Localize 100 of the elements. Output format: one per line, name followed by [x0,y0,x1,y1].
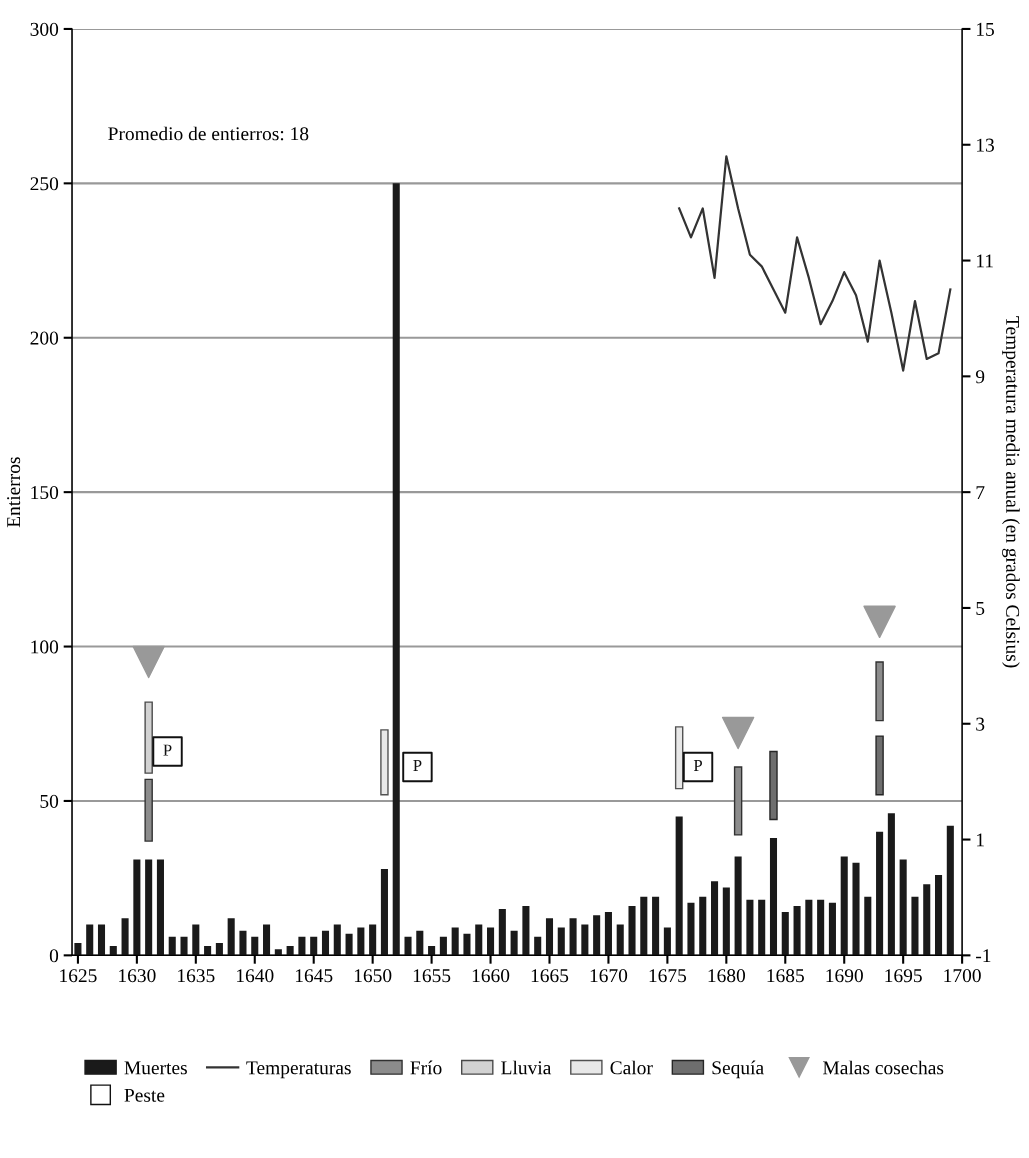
y-axis-title: Entierros [7,457,21,528]
bar [828,902,836,956]
bar [156,859,164,956]
x-tick-label: 1625 [60,969,97,983]
bar [498,909,506,956]
y-tick-label: 300 [30,22,59,36]
bar [628,905,636,956]
bar [392,183,400,956]
x-tick-label: 1635 [178,969,215,983]
x-tick-label: 1690 [826,969,863,983]
bar [215,943,223,956]
data-label: P [413,760,422,771]
bar [711,881,719,956]
bar [852,862,860,956]
y2-tick-label: 3 [976,717,985,731]
bar [298,936,306,956]
x-tick-label: 1685 [767,969,804,983]
bar [321,930,330,956]
y2-tick-label: 7 [976,486,985,499]
bar [652,896,660,956]
bar [439,936,447,956]
bar [145,859,153,956]
bar [345,933,353,956]
y2-tick-label: 11 [977,254,993,268]
bar [887,813,895,956]
x-tick-label: 1665 [531,969,569,983]
legend-label: Lluvia [501,1060,552,1075]
bar [204,946,212,956]
bar [380,868,388,956]
bar [793,905,801,956]
bar [251,936,259,956]
bar [428,946,436,956]
bar [144,701,153,774]
y-tick-label: 250 [30,177,59,191]
bar [875,661,884,722]
bar [840,856,848,956]
y2-tick-label: 13 [977,138,994,152]
point [402,751,433,783]
x-tick-label: 1630 [119,969,156,983]
bar [569,918,577,956]
bar [946,825,954,956]
bar [769,838,778,956]
y2-tick-label: 9 [975,370,985,384]
x-tick-label: 1650 [354,969,392,983]
bar [286,946,294,956]
bar [121,918,129,956]
y-tick-label: 50 [40,794,59,808]
bar [86,924,94,956]
legend-label: Malas cosechas [823,1060,944,1075]
bar [581,924,589,956]
bar [640,896,648,956]
point [682,751,714,783]
bar [74,943,82,956]
bar [687,902,695,956]
bar [274,949,282,956]
line-series [678,155,952,372]
bar [263,924,271,956]
y2-tick-label: 1 [977,833,984,847]
legend-label: Calor [610,1060,653,1075]
y2-axis-title: Temperatura media anual (en grados Celsius) [1002,316,1020,668]
bar [310,936,318,956]
bar [663,927,671,956]
bar [239,930,247,956]
bar [192,924,200,956]
y2-tick-label: 5 [976,601,985,615]
bar [733,766,743,836]
data-label: P [163,744,172,756]
bar [416,930,424,956]
bar [734,856,742,956]
bar [333,924,341,956]
x-tick-label: 1700 [944,969,981,983]
bar [769,750,778,821]
x-tick-label: 1675 [649,969,687,983]
bar [227,918,235,956]
bar [817,899,825,956]
legend-label: Peste [124,1088,165,1102]
y-tick-label: 200 [30,331,59,345]
y2-tick-label: 15 [977,22,994,36]
bar [180,936,188,956]
bar [722,887,730,956]
bar [604,912,612,956]
legend-label: Sequía [712,1060,764,1079]
point [863,605,896,639]
x-tick-label: 1695 [885,969,922,983]
bar [593,915,601,956]
bar [923,884,931,956]
bar [109,946,117,956]
bar [805,899,813,956]
bar [463,933,471,956]
bar [357,927,365,956]
x-tick-label: 1640 [237,969,274,983]
bar [616,924,624,956]
bar [674,726,684,790]
x-tick-label: 1655 [413,969,451,983]
bar [451,927,459,956]
bar [557,927,565,956]
point [721,716,755,750]
y-tick-label: 0 [49,949,59,963]
x-tick-label: 1645 [295,969,333,983]
bar [133,859,141,956]
